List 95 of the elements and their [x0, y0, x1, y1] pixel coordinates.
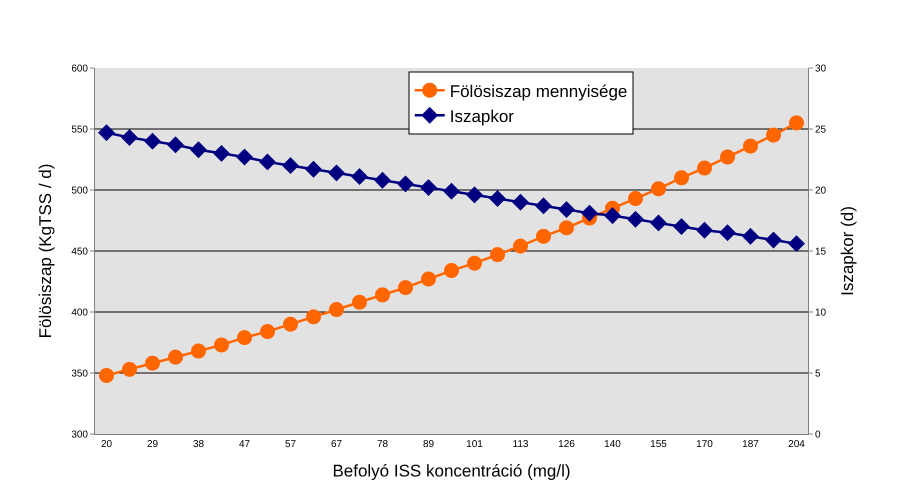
point [466, 186, 483, 204]
x-tick-label: 47 [238, 439, 250, 450]
point [696, 222, 713, 239]
point [306, 309, 321, 324]
point [260, 324, 275, 340]
point [628, 191, 643, 206]
point [627, 210, 644, 228]
point [144, 132, 161, 150]
point [743, 138, 758, 154]
x-tick-label: 170 [696, 439, 714, 450]
y-tick-label: 300 [71, 430, 88, 440]
point [673, 218, 690, 236]
point [489, 190, 506, 207]
point [191, 344, 206, 359]
legend-label: Fölösiszap mennyisége [450, 82, 628, 101]
point [374, 172, 391, 189]
point [512, 194, 529, 211]
y2-tick-label: 20 [815, 186, 827, 196]
x-tick-label: 140 [604, 439, 622, 450]
point [604, 207, 621, 224]
x-tick-label: 78 [376, 439, 388, 450]
y2-axis-title: Iszapkor (d) [838, 206, 857, 296]
point [581, 204, 598, 222]
point [329, 302, 344, 318]
x-axis-title: Befolyó ISS koncentráció (mg/l) [332, 461, 571, 480]
point [145, 356, 160, 371]
point [674, 170, 689, 186]
point [513, 238, 528, 254]
point [650, 214, 667, 232]
y-tick-label: 550 [71, 124, 88, 136]
x-tick-label: 187 [742, 439, 760, 450]
y-tick-label: 350 [71, 368, 88, 380]
point [168, 350, 183, 365]
point [742, 228, 759, 245]
point [213, 144, 230, 162]
x-tick-label: 89 [422, 439, 434, 450]
y-tick-label: 600 [71, 64, 88, 74]
point [536, 228, 551, 244]
point [398, 280, 413, 296]
point [788, 235, 805, 252]
y2-tick-label: 15 [815, 246, 827, 258]
point [236, 148, 253, 166]
point [444, 263, 459, 278]
x-tick-label: 29 [146, 439, 158, 450]
point [443, 182, 460, 200]
point [720, 150, 735, 165]
point [190, 141, 207, 158]
point [535, 197, 552, 214]
y-tick-label: 400 [71, 308, 88, 318]
x-tick-label: 38 [192, 439, 204, 450]
x-tick-label: 57 [284, 439, 296, 450]
point [99, 368, 114, 383]
point [697, 160, 712, 176]
point [98, 124, 115, 142]
legend-label: Iszapkor [450, 106, 514, 126]
point [237, 330, 252, 346]
y2-tick-label: 30 [815, 64, 827, 74]
y-tick-label: 450 [71, 246, 88, 258]
x-tick-label: 204 [788, 439, 806, 450]
y2-tick-label: 10 [815, 308, 827, 318]
point [397, 175, 414, 192]
point [351, 168, 368, 186]
x-tick-label: 113 [512, 439, 529, 450]
point [282, 157, 299, 174]
point [651, 181, 666, 196]
point [328, 164, 345, 182]
point [121, 129, 138, 146]
point [305, 160, 322, 178]
point [558, 201, 575, 218]
point [259, 153, 276, 170]
point [490, 247, 505, 262]
point [420, 179, 437, 196]
y2-tick-label: 5 [815, 368, 821, 380]
y-axis-title: Fölösiszap (KgTSS / d) [36, 164, 55, 338]
point [421, 272, 436, 287]
x-tick-label: 155 [650, 439, 668, 450]
point [719, 224, 736, 242]
point [352, 294, 367, 310]
x-tick-label: 101 [466, 439, 484, 450]
x-tick-label: 20 [100, 439, 112, 450]
point [375, 287, 390, 302]
point [789, 115, 804, 130]
y-tick-label: 500 [71, 186, 88, 196]
point [765, 232, 782, 248]
point [167, 136, 184, 154]
point [766, 128, 781, 143]
y2-tick-label: 25 [815, 124, 827, 136]
x-tick-label: 126 [558, 439, 576, 450]
y2-tick-label: 0 [815, 430, 821, 440]
x-tick-label: 67 [330, 439, 342, 450]
point [467, 256, 482, 271]
point [214, 337, 229, 352]
point [559, 220, 574, 236]
point [283, 316, 298, 332]
point [122, 362, 137, 377]
